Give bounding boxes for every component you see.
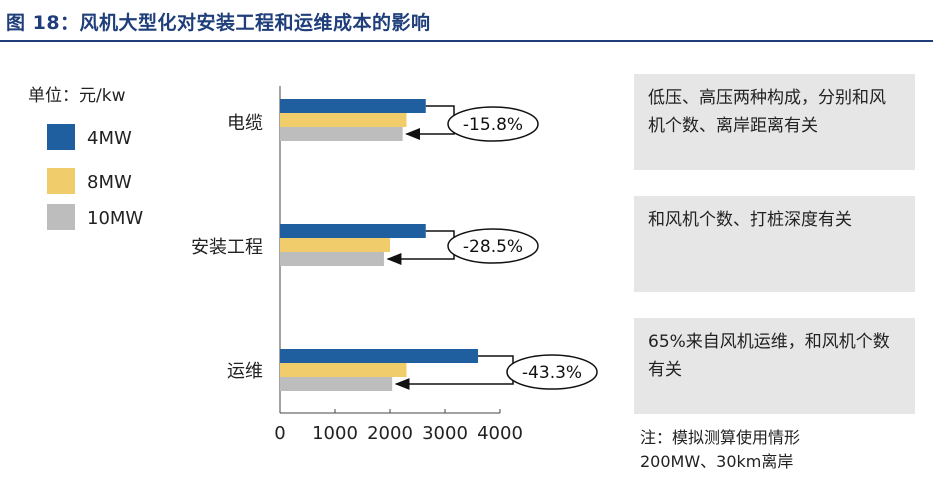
- legend-label-4mw: 4MW: [87, 128, 132, 149]
- category-label: 电缆: [227, 113, 263, 134]
- title-rule: [0, 40, 933, 42]
- annotation-oval: [506, 354, 598, 390]
- legend-swatch-10mw: [47, 204, 75, 230]
- bar-4mw: [280, 99, 426, 113]
- bar-4mw: [280, 349, 478, 363]
- legend-label-8mw: 8MW: [87, 172, 132, 193]
- bar-10mw: [280, 252, 384, 266]
- category-label: 运维: [227, 361, 263, 382]
- x-tick-label: 4000: [477, 423, 523, 444]
- annotation-arrow: [386, 252, 455, 265]
- annotation-label: -28.5%: [463, 237, 523, 257]
- note-installation: 和风机个数、打桩深度有关: [634, 196, 915, 292]
- unit-label: 单位：元/kw: [28, 86, 126, 106]
- annotation-bracket: [478, 355, 514, 366]
- bar-8mw: [280, 238, 390, 252]
- annotation-oval: [447, 228, 539, 264]
- x-tick-label: 0: [274, 423, 285, 444]
- bar-10mw: [280, 127, 403, 141]
- annotation-label: -15.8%: [463, 115, 523, 135]
- annotation-arrow: [394, 378, 514, 390]
- legend-label-10mw: 10MW: [87, 208, 143, 229]
- category-label: 安装工程: [191, 237, 263, 258]
- legend-swatch-4mw: [47, 124, 75, 150]
- x-tick-label: 1000: [312, 423, 358, 444]
- annotation-oval: [447, 106, 539, 142]
- note-operation: 65%来自风机运维，和风机个数有关: [634, 318, 915, 414]
- bar-8mw: [280, 113, 407, 127]
- bar-10mw: [280, 377, 393, 391]
- x-tick-label: 2000: [367, 423, 413, 444]
- annotation-arrow: [405, 128, 455, 140]
- x-tick-label: 3000: [422, 423, 468, 444]
- footnote-line2: 200MW、30km离岸: [640, 452, 794, 471]
- footnote-line1: 注：模拟测算使用情形: [640, 428, 801, 447]
- annotation-label: -43.3%: [522, 363, 582, 383]
- annotation-bracket: [425, 230, 455, 240]
- legend-swatch-8mw: [47, 168, 75, 194]
- note-cable: 低压、高压两种构成，分别和风机个数、离岸距离有关: [634, 74, 915, 170]
- bar-4mw: [280, 224, 426, 238]
- footnote: 注：模拟测算使用情形 200MW、30km离岸: [640, 426, 800, 474]
- figure-title: 图 18：风机大型化对安装工程和运维成本的影响: [6, 12, 431, 34]
- bar-8mw: [280, 363, 407, 377]
- annotation-bracket: [425, 105, 455, 118]
